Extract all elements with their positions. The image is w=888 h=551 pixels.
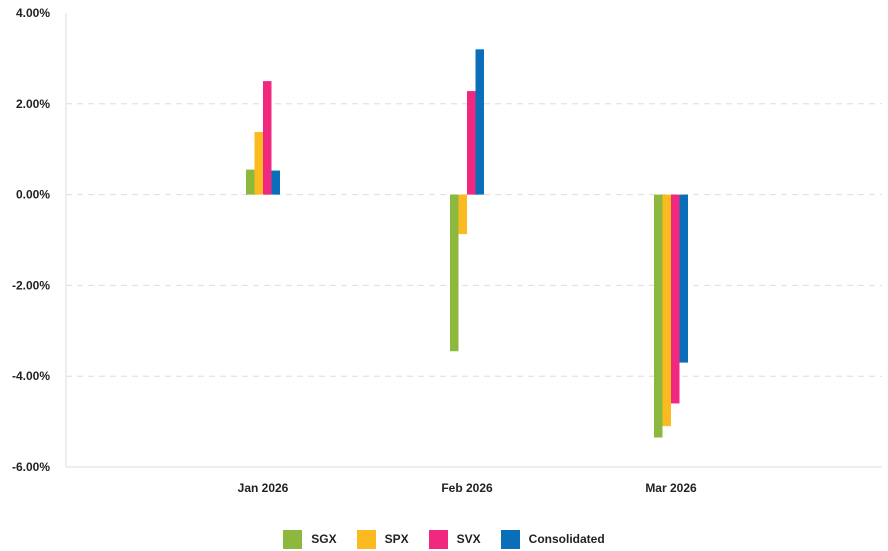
bar-spx (662, 194, 671, 427)
legend-swatch (500, 529, 520, 549)
y-tick-label: -6.00% (12, 460, 50, 474)
bar-svx (263, 81, 272, 195)
bar-spx (254, 131, 263, 195)
legend-label: SVX (456, 532, 481, 546)
y-tick-label: 2.00% (16, 97, 50, 111)
x-tick-label: Mar 2026 (645, 481, 697, 495)
y-tick-label: 4.00% (16, 6, 50, 20)
bar-sgx (246, 169, 255, 195)
bars (246, 49, 688, 438)
legend-item-spx[interactable]: SPX (356, 529, 409, 549)
legend-swatch (283, 529, 303, 549)
legend-item-svx[interactable]: SVX (428, 529, 481, 549)
tick-labels: 4.00% 2.00% 0.00% -2.00% -4.00% -6.00% Jan 202… (12, 6, 697, 495)
bar-svx (671, 194, 680, 404)
legend-swatch (428, 529, 448, 549)
bar-consolidated (475, 49, 484, 195)
y-tick-label: -4.00% (12, 369, 50, 383)
bar-chart: 4.00% 2.00% 0.00% -2.00% -4.00% -6.00% Jan 202… (12, 6, 882, 495)
x-tick-label: Jan 2026 (238, 481, 289, 495)
y-tick-label: 0.00% (16, 188, 50, 202)
legend-item-sgx[interactable]: SGX (283, 529, 337, 549)
bar-svx (467, 91, 476, 195)
y-tick-label: -2.00% (12, 278, 50, 292)
legend-item-consolidated[interactable]: Consolidated (500, 529, 605, 549)
bar-sgx (450, 194, 459, 352)
legend-label: SPX (384, 532, 409, 546)
bar-consolidated (679, 194, 688, 363)
x-tick-label: Feb 2026 (441, 481, 493, 495)
legend-swatch (356, 529, 376, 549)
axes (65, 13, 882, 468)
legend: SGX SPX SVX Consolidated (0, 527, 888, 551)
bar-consolidated (271, 170, 280, 195)
legend-label: SGX (311, 532, 337, 546)
bar-sgx (654, 194, 663, 438)
bar-spx (458, 194, 467, 235)
legend-label: Consolidated (528, 532, 605, 546)
